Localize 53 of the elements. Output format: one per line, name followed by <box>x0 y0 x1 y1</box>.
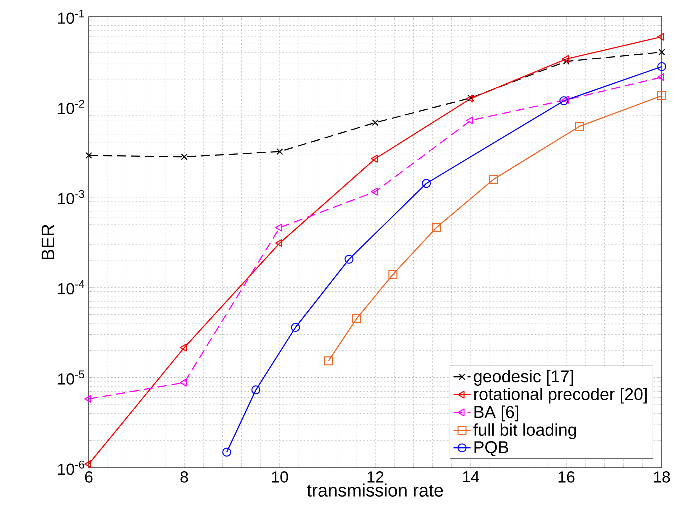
point <box>276 148 284 156</box>
x-tick-label: 12 <box>368 472 384 483</box>
point <box>180 378 188 387</box>
point <box>371 154 378 163</box>
point <box>658 92 667 101</box>
y-axis-title: BER <box>42 224 54 260</box>
point <box>276 224 283 232</box>
point <box>489 174 498 184</box>
legend-label: full bit loading <box>474 424 576 440</box>
point <box>422 179 432 188</box>
point <box>86 152 92 160</box>
point <box>181 154 188 160</box>
point <box>658 33 665 41</box>
point <box>252 386 261 395</box>
legend-label: rotational precoder [20] <box>474 388 647 404</box>
x-axis-title: transmission rate <box>307 484 444 497</box>
point <box>180 344 188 352</box>
point <box>84 460 92 468</box>
point <box>560 96 569 106</box>
y-tick-label: 10$^{-6}$ <box>58 460 84 476</box>
point <box>658 73 665 82</box>
x-tick-label: 8 <box>180 472 188 483</box>
point <box>388 270 398 280</box>
point <box>352 314 362 324</box>
y-tick-label: 10$^{-3}$ <box>58 190 84 205</box>
point <box>432 223 442 232</box>
point <box>562 96 570 104</box>
legend-label: PQB <box>474 441 508 456</box>
x-tick-label: 16 <box>558 472 575 483</box>
point <box>563 58 570 65</box>
y-tick-label: 10$^{-5}$ <box>58 370 84 385</box>
x-tick-label: 6 <box>85 472 93 483</box>
x-tick-label: 10 <box>272 472 288 483</box>
point <box>222 448 232 457</box>
point <box>84 395 92 404</box>
point <box>562 55 570 64</box>
x-tick-label: 14 <box>463 472 480 483</box>
point <box>276 239 283 248</box>
y-tick-label: 10$^{-4}$ <box>58 280 85 295</box>
y-tick-label: 10$^{-1}$ <box>58 10 84 24</box>
x-tick-label: 18 <box>654 472 670 483</box>
point <box>466 116 474 125</box>
point <box>658 49 666 56</box>
point <box>344 254 354 264</box>
legend-label: BA [6] <box>474 406 518 422</box>
point <box>291 323 300 332</box>
point <box>372 120 379 126</box>
point <box>658 62 667 72</box>
legend-label: geodesic [17] <box>474 370 574 386</box>
y-tick-label: 10$^{-2}$ <box>58 100 84 114</box>
point <box>324 356 334 366</box>
point <box>371 188 378 196</box>
point <box>575 122 584 132</box>
